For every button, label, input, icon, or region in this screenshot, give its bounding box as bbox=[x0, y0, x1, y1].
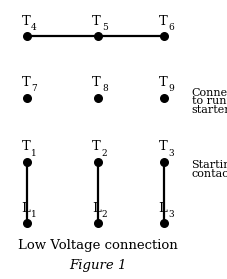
Point bbox=[25, 160, 29, 164]
Text: T: T bbox=[22, 76, 30, 89]
Text: T: T bbox=[92, 140, 101, 153]
Text: 5: 5 bbox=[101, 23, 107, 32]
Point bbox=[162, 160, 165, 164]
Text: 4: 4 bbox=[31, 23, 37, 32]
Point bbox=[162, 221, 165, 225]
Point bbox=[96, 34, 99, 39]
Text: 2: 2 bbox=[101, 210, 107, 219]
Text: Connected: Connected bbox=[191, 88, 227, 98]
Text: 2: 2 bbox=[101, 149, 107, 158]
Text: Low Voltage connection: Low Voltage connection bbox=[18, 239, 177, 252]
Text: T: T bbox=[92, 15, 101, 28]
Text: T: T bbox=[22, 15, 30, 28]
Point bbox=[96, 95, 99, 100]
Text: contacts: contacts bbox=[191, 169, 227, 179]
Text: starter: starter bbox=[191, 105, 227, 115]
Text: T: T bbox=[22, 140, 30, 153]
Point bbox=[25, 34, 29, 39]
Text: T: T bbox=[158, 76, 166, 89]
Text: 3: 3 bbox=[167, 149, 173, 158]
Text: T: T bbox=[158, 140, 166, 153]
Text: 1: 1 bbox=[31, 149, 37, 158]
Point bbox=[96, 160, 99, 164]
Text: 6: 6 bbox=[167, 23, 173, 32]
Point bbox=[162, 34, 165, 39]
Text: 7: 7 bbox=[31, 85, 37, 93]
Text: 1: 1 bbox=[31, 210, 37, 219]
Text: 3: 3 bbox=[167, 210, 173, 219]
Text: 9: 9 bbox=[167, 85, 173, 93]
Point bbox=[25, 221, 29, 225]
Text: T: T bbox=[158, 15, 166, 28]
Text: to running: to running bbox=[191, 96, 227, 106]
Text: Starting: Starting bbox=[191, 160, 227, 170]
Text: T: T bbox=[92, 76, 101, 89]
Text: 8: 8 bbox=[101, 85, 107, 93]
Text: L: L bbox=[92, 202, 101, 215]
Point bbox=[162, 95, 165, 100]
Point bbox=[96, 221, 99, 225]
Point bbox=[25, 95, 29, 100]
Text: L: L bbox=[158, 202, 167, 215]
Text: L: L bbox=[22, 202, 30, 215]
Text: Figure 1: Figure 1 bbox=[69, 259, 126, 272]
